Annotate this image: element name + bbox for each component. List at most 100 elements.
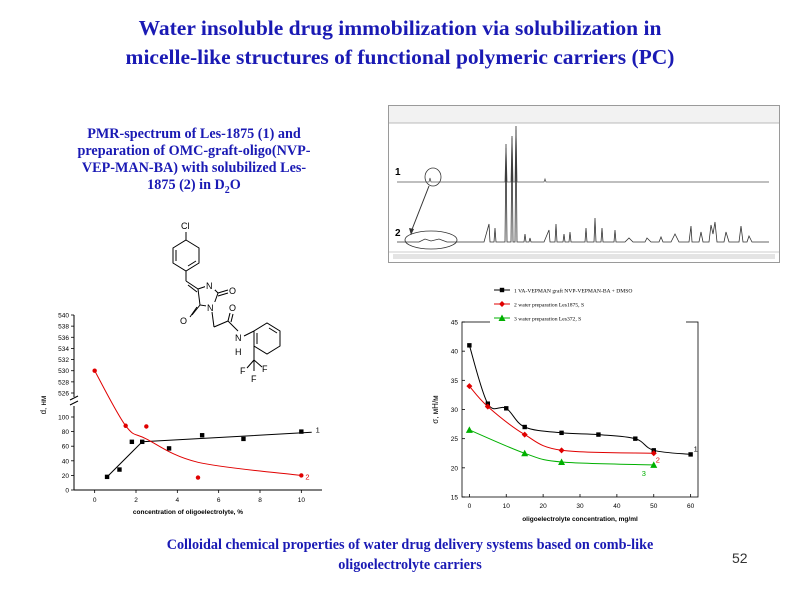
left-y-tick-label: 526 [58,391,69,398]
right-series-3-point [521,449,529,457]
left-y-tick-label: 530 [58,368,69,375]
left-x-tick-label: 8 [258,497,262,504]
left-series-1-point [199,433,205,438]
left-series-2-fit-line [94,370,302,476]
surface-tension-chart-svg: 15 20 25 30 35 40 45 0 10 20 30 40 50 60 σ, мН/м oligoe… [431,284,699,523]
right-legend-marker-1 [499,287,505,293]
atom-n2-bg [206,302,216,311]
slide-title-line-1: Water insoluble drug immobilization via … [138,16,662,40]
left-series-1-fit-line [106,431,312,478]
left-series-1-point [299,429,304,434]
right-series-1-point [559,430,564,436]
right-series-3-point [650,461,658,468]
cf-bond-3 [253,359,263,368]
right-series-3-line [469,429,654,466]
right-series-2-label: 2 [656,455,660,464]
left-y-tick-label: 534 [58,346,69,353]
left-x-axis-label: concentration of oligoelectrolyte, % [133,509,243,516]
atom-n3: N [235,333,242,343]
right-series-2-point [650,450,657,457]
left-series-2-point [195,475,201,480]
right-series-1-line [468,345,691,455]
spectrum-trace-1 [397,129,769,183]
right-series-1-point [504,406,509,411]
cf-bond-1 [246,359,255,369]
amide-carbonyl [227,312,231,322]
right-x-axis-label: oligoelectrolyte concentration, mg/ml [522,516,638,523]
left-y-tick-label: 60 [62,444,70,451]
right-series-2-point [521,431,528,438]
right-y-tick-label: 25 [451,436,459,443]
right-series-2-line [469,385,654,454]
left-y-tick-label: 540 [58,313,69,320]
left-y-tick-label: 532 [58,357,69,364]
amide-bond-2 [227,320,239,332]
amide-bond-1 [213,320,229,328]
carbonyl-bond-1 [217,289,229,294]
pmr-caption-line-3: VEP-MAN-BA) with solubilized Les- [81,160,307,176]
colloidal-properties-caption: Colloidal chemical properties of water d… [40,535,780,575]
spectrum-arrow-line [410,185,430,233]
nmr-spectrum-image: 1 2 [388,105,780,263]
slide-title-line-2: micelle-like structures of functional po… [125,45,675,69]
spectrum-header-strip [389,106,779,123]
right-series-2-point [484,403,491,410]
right-series-3-label: 3 [642,469,646,478]
right-y-tick-label: 15 [451,495,459,502]
pmr-spectrum-caption: PMR-spectrum of Les-1875 (1) and prepara… [28,126,360,199]
atom-f3: F [262,364,268,374]
atom-o3: O [229,303,236,313]
spectrum-highlight-circle-2 [404,230,458,250]
right-legend-label-1: 1 VA-VEPMAN graft NVP-VEPMAN-BA + DMSO [514,288,632,295]
right-legend-marker-2 [499,301,505,307]
surface-tension-chart: 15 20 25 30 35 40 45 0 10 20 30 40 50 60 σ, мН/м oligoe… [418,282,704,524]
right-x-tick-label: 0 [468,503,472,510]
particle-size-chart-svg: 526 528 530 532 534 536 538 540 0 20 40 60 80 100 0 2 4 6… [39,313,322,516]
spectrum-trace-2 [397,125,769,243]
pmr-caption-line-4: 1875 (2) in D2O [28,177,360,199]
right-series-1-point [467,343,472,348]
pmr-caption-line-4-end: O [229,177,241,193]
atom-o1: O [229,286,236,296]
slide-title: Water insoluble drug immobilization via … [30,14,770,72]
ring-double-bond-2 [187,260,197,267]
left-y-tick-label: 100 [58,415,69,422]
pmr-caption-line-4-main: 1875 (2) in D [147,177,225,193]
right-x-tick-label: 40 [613,503,621,510]
nmr-spectrum-svg: 1 2 [389,106,779,259]
left-x-tick-label: 10 [298,497,306,504]
spectrum-highlight-circle-1 [424,167,442,187]
chlorophenyl-ring [172,239,200,272]
left-series-1-point [166,446,172,451]
pmr-caption-line-1: PMR-spectrum of Les-1875 (1) and [87,126,301,142]
carbonyl-double-2 [189,306,198,318]
left-axis-break-mark-1 [69,395,79,401]
spectrum-arrow-head [409,228,414,235]
left-y-tick-label: 40 [62,458,70,465]
right-series-1-point [688,452,693,457]
bottom-caption-line-2: oligoelectrolyte carriers [338,557,482,573]
atom-n1: N [206,281,213,291]
atom-cl: Cl [181,221,190,231]
left-y-tick-label: 536 [58,335,69,342]
vinyl-double-bond [187,284,198,293]
right-y-tick-label: 20 [451,465,459,472]
left-y-tick-label: 528 [58,379,69,386]
atom-f2: F [251,374,257,384]
left-series-2-point [92,368,97,373]
right-legend-marker-3 [498,314,506,321]
bottom-caption-line-1: Colloidal chemical properties of water d… [166,537,654,553]
anilide-bond [243,330,255,337]
left-series-2-label: 2 [305,472,309,481]
left-y-tick-label: 538 [58,324,69,331]
molecule-svg: Cl N O O N O N H F F F [172,221,281,384]
right-series-3-point [558,458,566,465]
left-x-tick-label: 4 [176,497,180,504]
atom-f1: F [240,366,246,376]
carbonyl-double-1 [217,292,229,297]
left-y-axis-label: d, нм [39,396,48,415]
vinyl-bond-2 [185,280,199,290]
atom-n2: N [207,303,214,313]
right-series-2-point [558,447,565,454]
left-series-1-label: 1 [316,425,320,434]
